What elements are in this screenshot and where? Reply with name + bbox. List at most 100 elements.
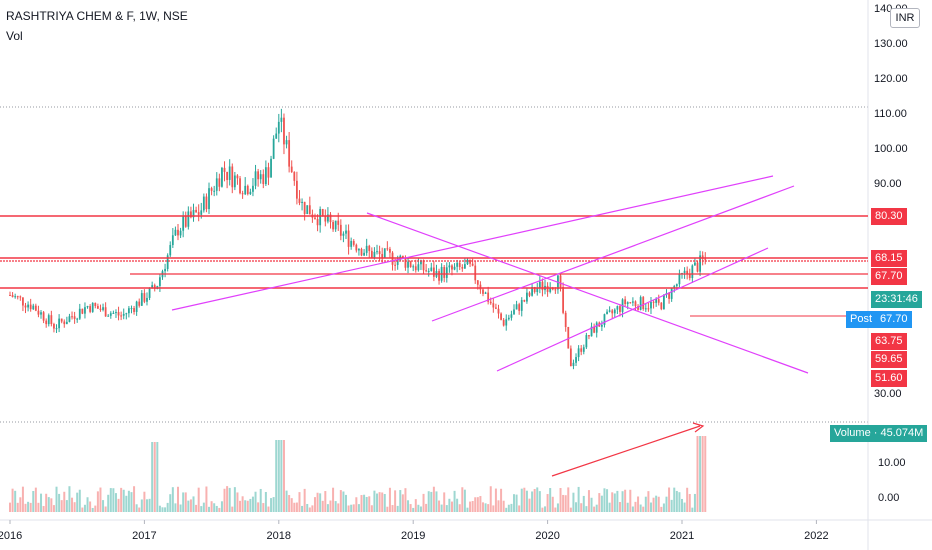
candle-body <box>531 287 533 296</box>
volume-bar <box>226 486 229 512</box>
candle-body <box>642 297 645 309</box>
candle-body <box>177 229 179 236</box>
candle-body <box>164 268 166 272</box>
volume-bar <box>481 502 484 512</box>
price-tag-value: 80.30 <box>875 210 903 222</box>
candle-body <box>40 312 42 315</box>
candle-body <box>153 285 156 289</box>
volume-bar <box>567 487 570 512</box>
volume-bar <box>391 505 394 512</box>
candle-body <box>270 158 272 178</box>
candle-body <box>445 267 448 278</box>
volume-bar <box>639 504 642 512</box>
volume-bar <box>629 489 632 512</box>
volume-bar <box>228 487 231 512</box>
candle-body <box>210 188 213 191</box>
volume-bar <box>197 487 200 512</box>
volume-bar <box>347 505 350 512</box>
volume-bar <box>373 490 376 512</box>
volume-bar <box>528 498 531 512</box>
volume-bar <box>618 502 621 512</box>
candle-body <box>84 307 86 314</box>
candle-body <box>647 308 650 310</box>
candle-body <box>474 265 477 281</box>
candle-body <box>76 318 79 320</box>
candle-body <box>223 167 226 172</box>
volume-bar <box>42 506 45 512</box>
candle-body <box>288 140 291 167</box>
candle-body <box>637 306 639 310</box>
price-tag-value: 63.75 <box>875 335 903 347</box>
time-tick-label: 2016 <box>0 530 22 542</box>
volume-bar <box>339 490 342 512</box>
volume-bar <box>127 490 130 512</box>
volume-bar <box>249 498 252 512</box>
volume-bar <box>14 490 17 512</box>
time-axis[interactable]: 2016 2017 2018 2019 2020 2021 2022 <box>0 520 829 542</box>
volume-bar <box>208 506 211 512</box>
price-tag-value: 59.65 <box>875 353 903 365</box>
candle-body <box>272 138 275 159</box>
candle-body <box>657 299 660 303</box>
candle-body <box>45 320 48 325</box>
volume-trend-arrow[interactable] <box>551 425 701 477</box>
volume-bar <box>138 507 141 512</box>
volume-tick-label: 10.00 <box>878 457 906 469</box>
volume-bar <box>606 489 609 512</box>
volume-bar <box>107 494 110 512</box>
candle-body <box>551 288 554 290</box>
candle-body <box>192 209 195 218</box>
volume-bar <box>220 501 223 512</box>
volume-bar <box>693 493 696 512</box>
volume-bar <box>71 497 74 512</box>
candle-body <box>81 308 84 314</box>
candle-body <box>497 308 500 314</box>
candle-body <box>120 315 123 317</box>
volume-bar <box>422 493 425 512</box>
candle-body <box>572 362 575 367</box>
candle-body <box>29 304 32 310</box>
volume-bar <box>78 489 81 512</box>
candle-body <box>495 307 497 309</box>
volume-bar <box>598 493 601 512</box>
currency-button[interactable]: INR <box>890 8 920 28</box>
volume-bar <box>55 486 58 512</box>
candle-body <box>370 250 373 259</box>
candle-body <box>629 302 632 304</box>
candle-body <box>14 296 17 298</box>
trendline[interactable] <box>171 175 774 311</box>
candle-body <box>190 211 192 218</box>
candle-body <box>510 314 513 318</box>
volume-bar <box>637 496 640 512</box>
volume-bar <box>652 497 655 512</box>
volume-bar <box>156 442 159 512</box>
candle-body <box>208 188 210 210</box>
candle-body <box>694 262 696 266</box>
candle-body <box>409 261 412 267</box>
trendline[interactable] <box>366 212 809 374</box>
volume-bar <box>399 490 402 512</box>
volume-bar <box>177 486 179 512</box>
trendline[interactable] <box>431 185 795 322</box>
candle-body <box>27 304 29 308</box>
candle-body <box>314 217 316 219</box>
candle-body <box>42 312 45 321</box>
volume-bar <box>448 498 451 512</box>
candle-body <box>567 327 570 349</box>
volume-bar <box>301 505 304 512</box>
candle-body <box>127 308 130 314</box>
candle-body <box>505 319 508 326</box>
volume-bar <box>321 500 324 512</box>
volume-tag: Volume · 45.074M <box>830 425 928 442</box>
volume-bar <box>239 500 242 512</box>
volume-tick-label: 0.00 <box>878 492 899 504</box>
candle-body <box>104 307 107 317</box>
candle-body <box>469 259 471 264</box>
candle-body <box>401 255 404 258</box>
volume-bar <box>218 507 221 512</box>
volume-bars <box>9 436 707 512</box>
volume-bar <box>29 502 32 512</box>
candle-body <box>696 262 699 272</box>
